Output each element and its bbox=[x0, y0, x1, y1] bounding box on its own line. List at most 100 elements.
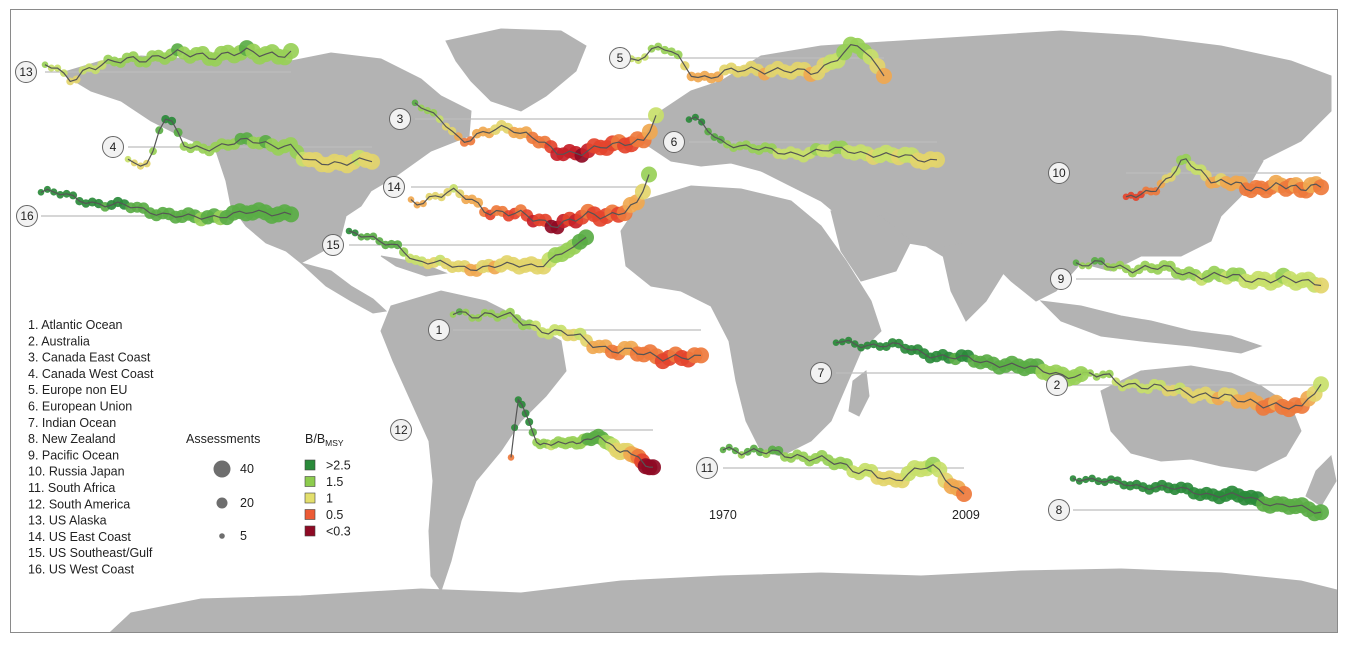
region-badge-circle bbox=[663, 131, 685, 153]
color-legend-swatch bbox=[304, 525, 316, 537]
trend-line-region-11 bbox=[722, 446, 965, 495]
region-legend-item: 9. Pacific Ocean bbox=[28, 448, 119, 462]
region-legend-item: 15. US Southeast/Gulf bbox=[28, 546, 153, 560]
landmass-india bbox=[940, 240, 1012, 322]
region-legend-item: 12. South America bbox=[28, 497, 130, 511]
region-badge-1: 1 bbox=[428, 319, 450, 341]
region-badge-13: 13 bbox=[15, 61, 37, 83]
color-legend-swatch bbox=[304, 492, 316, 504]
series-region-7 bbox=[832, 336, 1089, 387]
series-region-3 bbox=[411, 99, 664, 163]
region-legend-item: 3. Canada East Coast bbox=[28, 351, 151, 365]
series-region-13 bbox=[41, 40, 299, 86]
trend-line-region-7 bbox=[835, 339, 1082, 380]
region-badge-circle bbox=[1048, 499, 1070, 521]
region-legend-item: 2. Australia bbox=[28, 334, 90, 348]
region-badge-circle bbox=[696, 457, 718, 479]
region-badge-circle bbox=[322, 234, 344, 256]
region-badge-circle bbox=[1046, 374, 1068, 396]
trend-line-region-12 bbox=[510, 398, 653, 468]
landmass-central-america bbox=[300, 262, 388, 314]
color-legend-label: 1.5 bbox=[326, 475, 343, 489]
region-legend-item: 7. Indian Ocean bbox=[28, 416, 116, 430]
region-legend-item: 10. Russia Japan bbox=[28, 465, 125, 479]
landmass-arabia bbox=[830, 210, 912, 282]
trend-line-region-3 bbox=[414, 102, 657, 157]
region-badge-circle bbox=[810, 362, 832, 384]
trend-line-region-13 bbox=[44, 47, 292, 83]
color-legend: B/BMSY >2.5 1.5 1 0.5 <0.3 bbox=[304, 432, 351, 539]
region-badge-circle bbox=[102, 136, 124, 158]
landmass-africa bbox=[620, 185, 882, 457]
trend-line-region-1 bbox=[452, 311, 702, 362]
region-legend-item: 16. US West Coast bbox=[28, 563, 135, 577]
trend-line-region-2 bbox=[1070, 371, 1322, 410]
color-legend-label: <0.3 bbox=[326, 525, 351, 539]
trend-line-region-16 bbox=[40, 188, 292, 220]
size-legend-circle-small bbox=[219, 533, 225, 539]
trend-line-region-9 bbox=[1075, 260, 1322, 287]
region-badge-12: 12 bbox=[390, 419, 412, 441]
series-layer bbox=[37, 36, 1329, 522]
series-region-11 bbox=[719, 443, 972, 502]
region-badge-number: 1 bbox=[436, 323, 443, 337]
point-region-12 bbox=[507, 454, 515, 461]
year-start-label: 1970 bbox=[709, 508, 737, 522]
landmass-southeast-asia bbox=[1039, 300, 1263, 354]
trend-line-region-15 bbox=[348, 230, 587, 272]
color-legend-swatch bbox=[304, 476, 316, 487]
trend-line-region-5 bbox=[624, 43, 885, 79]
color-legend-label: 1 bbox=[326, 492, 333, 506]
region-badge-number: 16 bbox=[20, 209, 34, 223]
landmass-north-america bbox=[59, 52, 472, 264]
trend-line-region-14 bbox=[410, 174, 650, 229]
size-legend-circle-medium bbox=[216, 497, 228, 509]
region-badge-15: 15 bbox=[322, 234, 344, 256]
size-legend-circle-large bbox=[213, 460, 231, 478]
color-legend-title-sep: /B bbox=[313, 432, 325, 446]
region-badge-number: 2 bbox=[1054, 378, 1061, 392]
trend-line-region-6 bbox=[688, 116, 938, 163]
region-badge-circle bbox=[609, 47, 631, 69]
region-badge-11: 11 bbox=[696, 457, 718, 479]
color-legend-label: >2.5 bbox=[326, 459, 351, 473]
color-legend-title-main: B bbox=[305, 432, 313, 446]
size-legend: Assessments 40 20 5 bbox=[186, 432, 260, 543]
size-legend-value-large: 40 bbox=[240, 462, 254, 476]
region-badge-7: 7 bbox=[810, 362, 832, 384]
landmass-antarctica bbox=[109, 568, 1337, 632]
region-legend-item: 4. Canada West Coast bbox=[28, 367, 154, 381]
series-region-9 bbox=[1072, 257, 1329, 294]
region-legend: 1. Atlantic Ocean 2. Australia 3. Canada E… bbox=[28, 318, 154, 577]
landmass-greenland bbox=[445, 28, 587, 112]
color-legend-items: >2.5 1.5 1 0.5 <0.3 bbox=[304, 459, 351, 539]
color-legend-label: 0.5 bbox=[326, 508, 343, 522]
region-badge-16: 16 bbox=[16, 205, 38, 227]
region-legend-item: 11. South Africa bbox=[28, 481, 115, 495]
series-region-12 bbox=[507, 396, 661, 476]
region-badge-number: 4 bbox=[110, 140, 117, 154]
series-region-10 bbox=[1122, 153, 1329, 201]
trend-line-region-8 bbox=[1072, 477, 1322, 514]
point-region-13 bbox=[41, 61, 49, 68]
map-frame: 1 2 3 4 5 6 7 8 9 10 11 12 13 14 15 16 1970 2009 1. Atl… bbox=[10, 9, 1338, 633]
color-legend-title-sub: MSY bbox=[325, 438, 344, 448]
region-badge-3: 3 bbox=[389, 108, 411, 130]
region-badge-circle bbox=[1050, 268, 1072, 290]
landmass-madagascar bbox=[848, 370, 870, 417]
landmass-new-zealand bbox=[1305, 454, 1337, 507]
region-badge-circle bbox=[389, 108, 411, 130]
region-badge-9: 9 bbox=[1050, 268, 1072, 290]
series-region-8 bbox=[1069, 474, 1329, 522]
region-legend-item: 1. Atlantic Ocean bbox=[28, 318, 123, 332]
trend-line-region-10 bbox=[1125, 158, 1322, 199]
region-badge-number: 3 bbox=[397, 112, 404, 126]
region-badge-5: 5 bbox=[609, 47, 631, 69]
region-badge-number: 12 bbox=[394, 423, 408, 437]
series-region-4 bbox=[124, 115, 380, 174]
region-badge-8: 8 bbox=[1048, 499, 1070, 521]
land-layer bbox=[59, 28, 1337, 632]
region-badge-number: 15 bbox=[326, 238, 340, 252]
region-badge-number: 11 bbox=[701, 461, 714, 475]
